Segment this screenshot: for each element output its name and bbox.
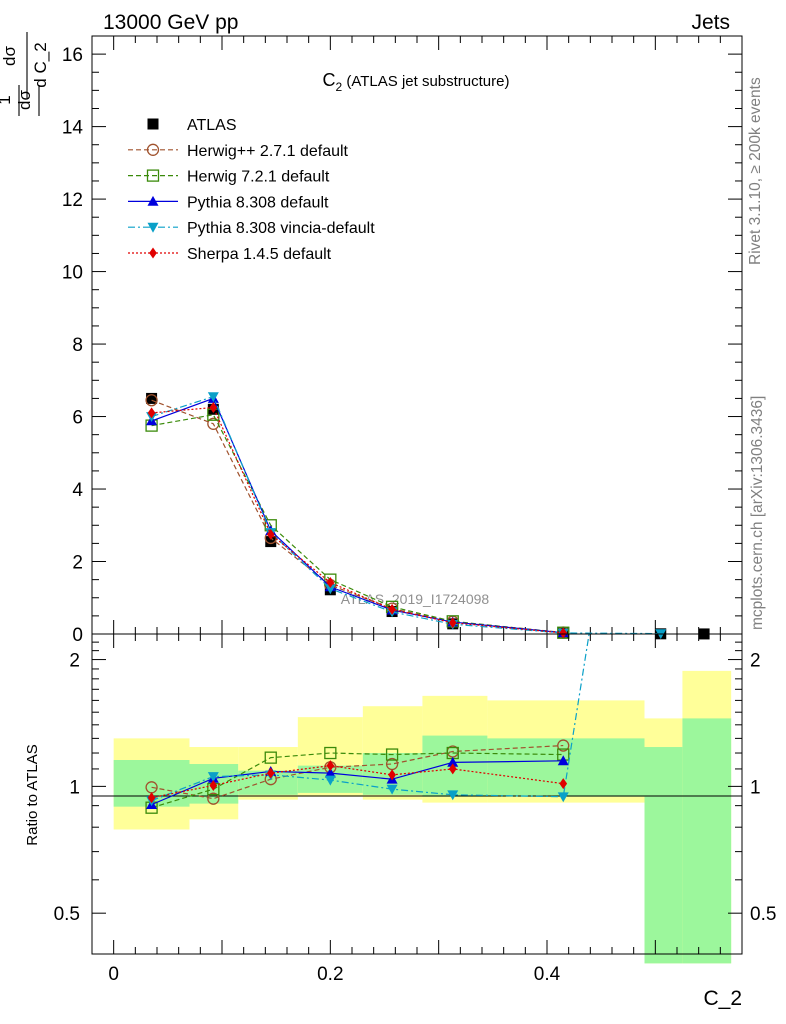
main-y-axis-label-text: dσ [15, 90, 34, 110]
series-line-vincia [151, 395, 661, 635]
ratio-point-vincia [207, 772, 219, 783]
ratio-panel-series [145, 634, 590, 814]
legend-label-sherpa: Sherpa 1.4.5 default [187, 246, 332, 263]
main-y-tick-label: 0 [72, 625, 83, 646]
ratio-point-herwig7 [324, 746, 337, 760]
ratio-point-sherpa [147, 792, 156, 804]
point-sherpa [388, 603, 396, 615]
main-panel-axes: 0 2 4 6 8 10 12 14 16 [62, 35, 742, 646]
ratio-y-tick-label-right: 2 [750, 651, 761, 672]
x-tick-label: 0.2 [317, 964, 343, 985]
legend-label-herwigpp: Herwig++ 2.7.1 default [187, 143, 349, 160]
point-sherpa [266, 528, 275, 540]
ratio-panel-bands [113, 670, 732, 964]
plot-title-sub: 2 [336, 80, 343, 94]
main-y-tick-label: 14 [62, 118, 84, 139]
legend-marker-sherpa [149, 247, 157, 259]
legend-marker-pythia [147, 195, 159, 206]
ratio-point-herwigpp [207, 792, 220, 805]
point-herwigpp [145, 394, 158, 407]
legend-label-herwig7: Herwig 7.2.1 default [187, 169, 330, 186]
ratio-point-sherpa [209, 779, 218, 791]
point-herwigpp [207, 417, 220, 430]
legend-marker-atlas [147, 118, 159, 130]
x-tick-label: 0.4 [534, 964, 561, 985]
main-y-tick-label: 6 [72, 408, 83, 429]
plot-title-main: C [323, 70, 336, 90]
main-panel-series [145, 392, 710, 640]
ratio-band-inner [487, 738, 645, 797]
ratio-point-pythia [447, 756, 459, 767]
legend-label-vincia: Pythia 8.308 vincia-default [187, 220, 375, 237]
point-sherpa [147, 407, 156, 419]
ratio-point-herwig7 [385, 748, 399, 761]
ratio-point-vincia [447, 790, 459, 801]
main-y-tick-label: 8 [72, 335, 83, 356]
legend: ATLAS Herwig++ 2.7.1 default Herwig 7.2.1 … [128, 117, 375, 263]
main-y-tick-label: 12 [62, 190, 83, 211]
series-line-pythia [151, 397, 564, 634]
x-axis-label: C_2 [703, 987, 742, 1010]
ratio-panel-frame [91, 633, 743, 955]
ratio-line-vincia [151, 634, 590, 802]
main-y-tick-label: 16 [62, 45, 83, 66]
ratio-y-tick-label-right: 1 [750, 777, 761, 798]
ratio-y-tick-label: 0.5 [54, 904, 80, 925]
main-y-tick-label: 10 [62, 263, 83, 284]
header-left: 13000 GeV pp [103, 11, 238, 34]
point-sherpa [448, 617, 457, 629]
main-y-axis-label-num: 1 [0, 95, 14, 104]
x-tick-label: 0 [108, 964, 119, 985]
ratio-point-herwig7 [264, 751, 277, 764]
ratio-y-tick-label-right: 0.5 [750, 904, 776, 925]
point-atlas [146, 392, 158, 404]
ratio-point-vincia [324, 775, 336, 786]
ratio-series-group [145, 634, 590, 814]
main-y-tick-label: 2 [72, 553, 83, 574]
side-label-bottom: mcplots.cern.ch [arXiv:1306.3436] [749, 396, 766, 630]
ratio-point-sherpa [388, 769, 396, 781]
ratio-band-inner [682, 718, 732, 964]
header-right: Jets [691, 11, 730, 34]
series-line-herwigpp [151, 399, 564, 634]
ratio-point-pythia [557, 755, 569, 766]
ratio-band-inner [644, 747, 683, 964]
ratio-point-herwigpp [557, 739, 570, 752]
ratio-y-tick-label: 1 [69, 777, 80, 798]
point-sherpa [559, 627, 568, 639]
ratio-point-sherpa [326, 760, 335, 772]
legend-marker-vincia [147, 222, 159, 233]
main-y-axis-label-dc2: d C_2 [31, 42, 50, 87]
ratio-point-sherpa [266, 767, 275, 779]
ratio-point-vincia [557, 792, 569, 803]
ratio-point-pythia [324, 767, 336, 778]
ratio-y-axis-label: Ratio to ATLAS [24, 744, 41, 845]
ratio-point-vincia [386, 784, 398, 795]
point-vincia [324, 584, 336, 595]
legend-label-atlas: ATLAS [187, 117, 237, 134]
ratio-y-tick-label: 2 [69, 651, 80, 672]
point-atlas [265, 536, 277, 548]
legend-marker-herwigpp [146, 143, 160, 156]
main-y-axis-label: dσ 1 dσ d C_2 [0, 32, 50, 116]
point-sherpa [326, 577, 335, 589]
point-vincia [207, 392, 219, 403]
legend-label-pythia: Pythia 8.308 default [187, 194, 329, 211]
ratio-panel-axes: 0.5 0.5 1 1 2 2 0 0.2 0.4 [54, 634, 776, 985]
side-label-top: Rivet 3.1.10, ≥ 200k events [747, 77, 764, 265]
main-y-axis-label-dsigma: dσ [0, 46, 19, 66]
main-y-tick-label: 4 [72, 480, 83, 501]
legend-marker-herwig7 [146, 169, 160, 182]
plot-title: C2 (ATLAS jet substructure) [323, 70, 510, 94]
ratio-point-sherpa [448, 763, 457, 775]
point-sherpa [209, 401, 218, 413]
plot-title-rest: (ATLAS jet substructure) [342, 73, 509, 90]
ratio-point-sherpa [559, 778, 568, 790]
